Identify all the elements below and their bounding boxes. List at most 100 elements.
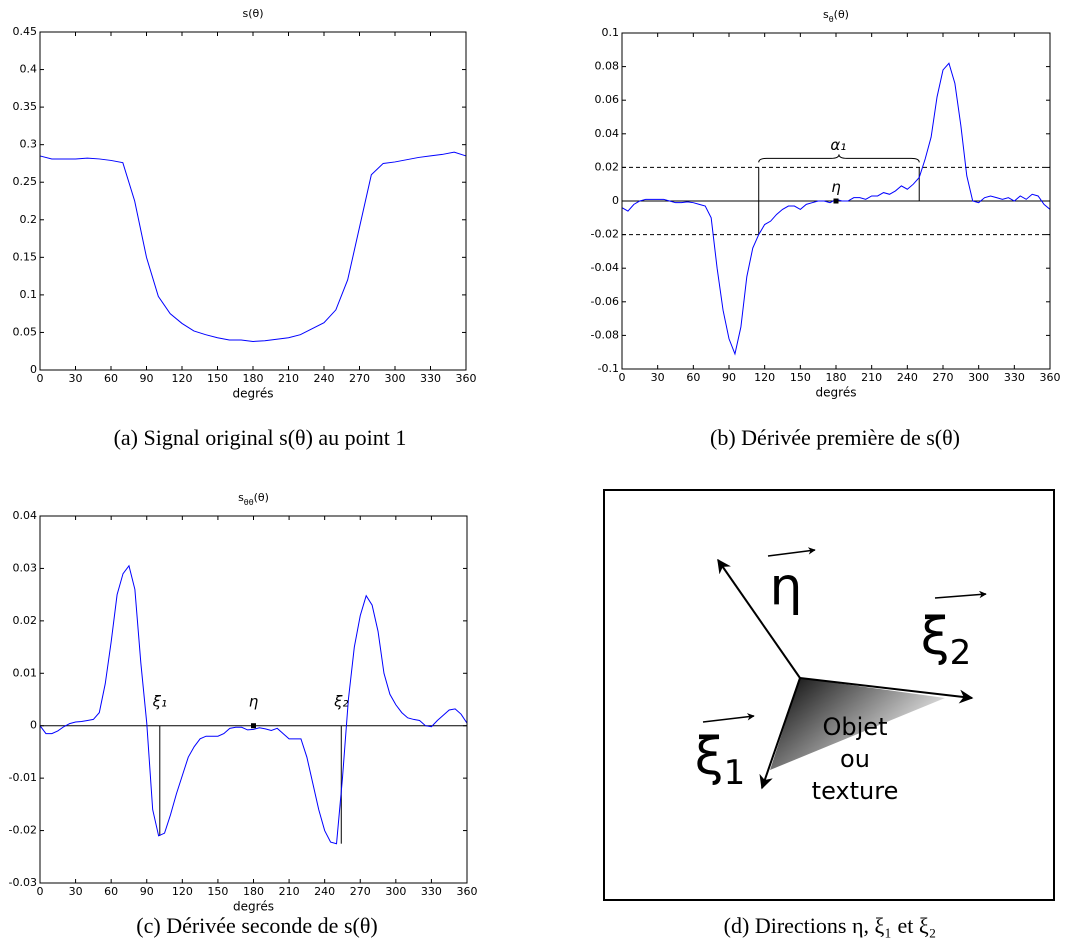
y-tick-label: -0.02 — [591, 228, 619, 241]
y-tick-label: -0.06 — [591, 295, 619, 308]
plot-frame — [621, 32, 1051, 370]
y-tick-label: 0.04 — [13, 509, 38, 522]
x-tick-label: 0 — [37, 885, 44, 898]
x-tick-label: 300 — [968, 371, 989, 384]
x-tick-label: 0 — [37, 372, 44, 385]
xi1-vector-bar — [702, 713, 755, 723]
x-tick-label: 360 — [457, 885, 478, 898]
chart: sθθ(θ) degrés(c) Dérivée seconde de s(θ) 0… — [9, 491, 478, 938]
y-tick-label: 0.08 — [595, 60, 620, 73]
annotation: η — [831, 178, 841, 196]
y-tick-label: 0.01 — [13, 666, 38, 679]
y-tick-label: 0.1 — [602, 26, 620, 39]
x-tick-label: 60 — [104, 372, 118, 385]
x-tick-label: 150 — [790, 371, 811, 384]
x-tick-label: 120 — [754, 371, 775, 384]
x-tick-label: 240 — [314, 372, 335, 385]
chart-title: s(θ) — [242, 7, 263, 20]
xi2-arrow — [799, 677, 974, 704]
y-tick-label: 0.2 — [20, 213, 38, 226]
x-tick-label: 360 — [456, 372, 477, 385]
title-part: (θ) — [254, 491, 269, 504]
x-tick-label: 150 — [207, 372, 228, 385]
x-tick-label: 270 — [350, 885, 371, 898]
y-tick-label: -0.08 — [591, 328, 619, 341]
y-tick-label: 0.05 — [13, 325, 38, 338]
x-tick-label: 210 — [279, 885, 300, 898]
title-part: s — [238, 491, 244, 504]
x-tick-label: 30 — [69, 885, 83, 898]
title-part: (θ) — [834, 8, 849, 21]
annotation: ξ₂ — [333, 693, 348, 711]
xi2-sub: 2 — [950, 633, 972, 673]
xi1-sub: 1 — [724, 753, 746, 793]
x-tick-label: 270 — [349, 372, 370, 385]
eta-label: η — [770, 557, 803, 617]
xi1-symbol: ξ — [695, 727, 724, 787]
data-line — [39, 151, 467, 342]
xi2-label: ξ2 — [921, 607, 972, 673]
y-tick-label: -0.04 — [591, 261, 619, 274]
y-tick-label: -0.01 — [9, 771, 37, 784]
x-tick-label: 210 — [278, 372, 299, 385]
diagram-frame — [603, 489, 1055, 901]
x-tick-label: 240 — [314, 885, 335, 898]
y-tick-label: 0.03 — [13, 561, 38, 574]
chart: s(θ) degrés (a) Signal original s(θ) au po… — [13, 7, 477, 450]
xi1-arrow — [759, 677, 801, 790]
x-tick-label: 330 — [1004, 371, 1025, 384]
y-tick-label: -0.1 — [598, 362, 619, 375]
chart: sθ(θ) degrés (b) Dérivée première de s(θ) 0… — [591, 8, 1061, 450]
y-tick-label: 0 — [30, 719, 37, 732]
y-tick-label: 0.02 — [13, 614, 38, 627]
x-tick-label: 90 — [140, 372, 154, 385]
eta-vector-bar — [767, 547, 816, 557]
point-marker — [833, 198, 839, 204]
caption: (d) Directions η, ξ₁ et ξ₂ — [724, 913, 937, 938]
annotation: η — [249, 693, 259, 711]
x-tick-label: 180 — [243, 885, 264, 898]
chart-title: sθ(θ) — [823, 8, 849, 24]
data-line — [39, 564, 468, 845]
plot-frame — [39, 31, 467, 371]
x-tick-label: 180 — [243, 372, 264, 385]
xi2-vector-bar — [934, 590, 987, 599]
x-tick-label: 300 — [385, 372, 406, 385]
y-tick-label: -0.03 — [9, 876, 37, 889]
y-tick-label: -0.02 — [9, 824, 37, 837]
x-tick-label: 120 — [172, 885, 193, 898]
x-tick-label: 90 — [140, 885, 154, 898]
y-tick-label: 0.35 — [13, 100, 38, 113]
x-tick-label: 330 — [421, 885, 442, 898]
diagram: η ξ2 ξ1 Objet ou texture (d) Directions … — [603, 489, 1055, 938]
x-tick-label: 240 — [897, 371, 918, 384]
brace — [758, 154, 920, 163]
x-tick-label: 360 — [1040, 371, 1061, 384]
y-tick-label: 0.06 — [595, 93, 620, 106]
x-tick-label: 150 — [207, 885, 228, 898]
object-label: texture — [812, 777, 899, 805]
xi1-label: ξ1 — [695, 727, 746, 793]
object-wedge — [770, 678, 945, 770]
plot-frame — [39, 515, 468, 884]
object-label: ou — [840, 745, 870, 773]
title-sub: θ — [829, 15, 834, 24]
x-tick-label: 0 — [619, 371, 626, 384]
y-tick-label: 0 — [612, 194, 619, 207]
x-axis-label: degrés — [816, 386, 857, 400]
x-tick-label: 270 — [933, 371, 954, 384]
y-tick-label: 0.4 — [20, 63, 38, 76]
annotation: α₁ — [830, 136, 846, 154]
x-tick-label: 300 — [385, 885, 406, 898]
x-axis-label: degrés — [233, 900, 274, 914]
y-tick-label: 0.04 — [595, 127, 620, 140]
object-label: Objet — [823, 713, 888, 741]
data-line — [621, 62, 1051, 356]
caption: (b) Dérivée première de s(θ) — [710, 425, 960, 450]
caption: (c) Dérivée seconde de s(θ) — [136, 913, 377, 938]
title-part: s — [823, 8, 829, 21]
x-tick-label: 30 — [651, 371, 665, 384]
x-axis-label: degrés — [233, 387, 274, 401]
xi2-symbol: ξ — [921, 607, 950, 667]
